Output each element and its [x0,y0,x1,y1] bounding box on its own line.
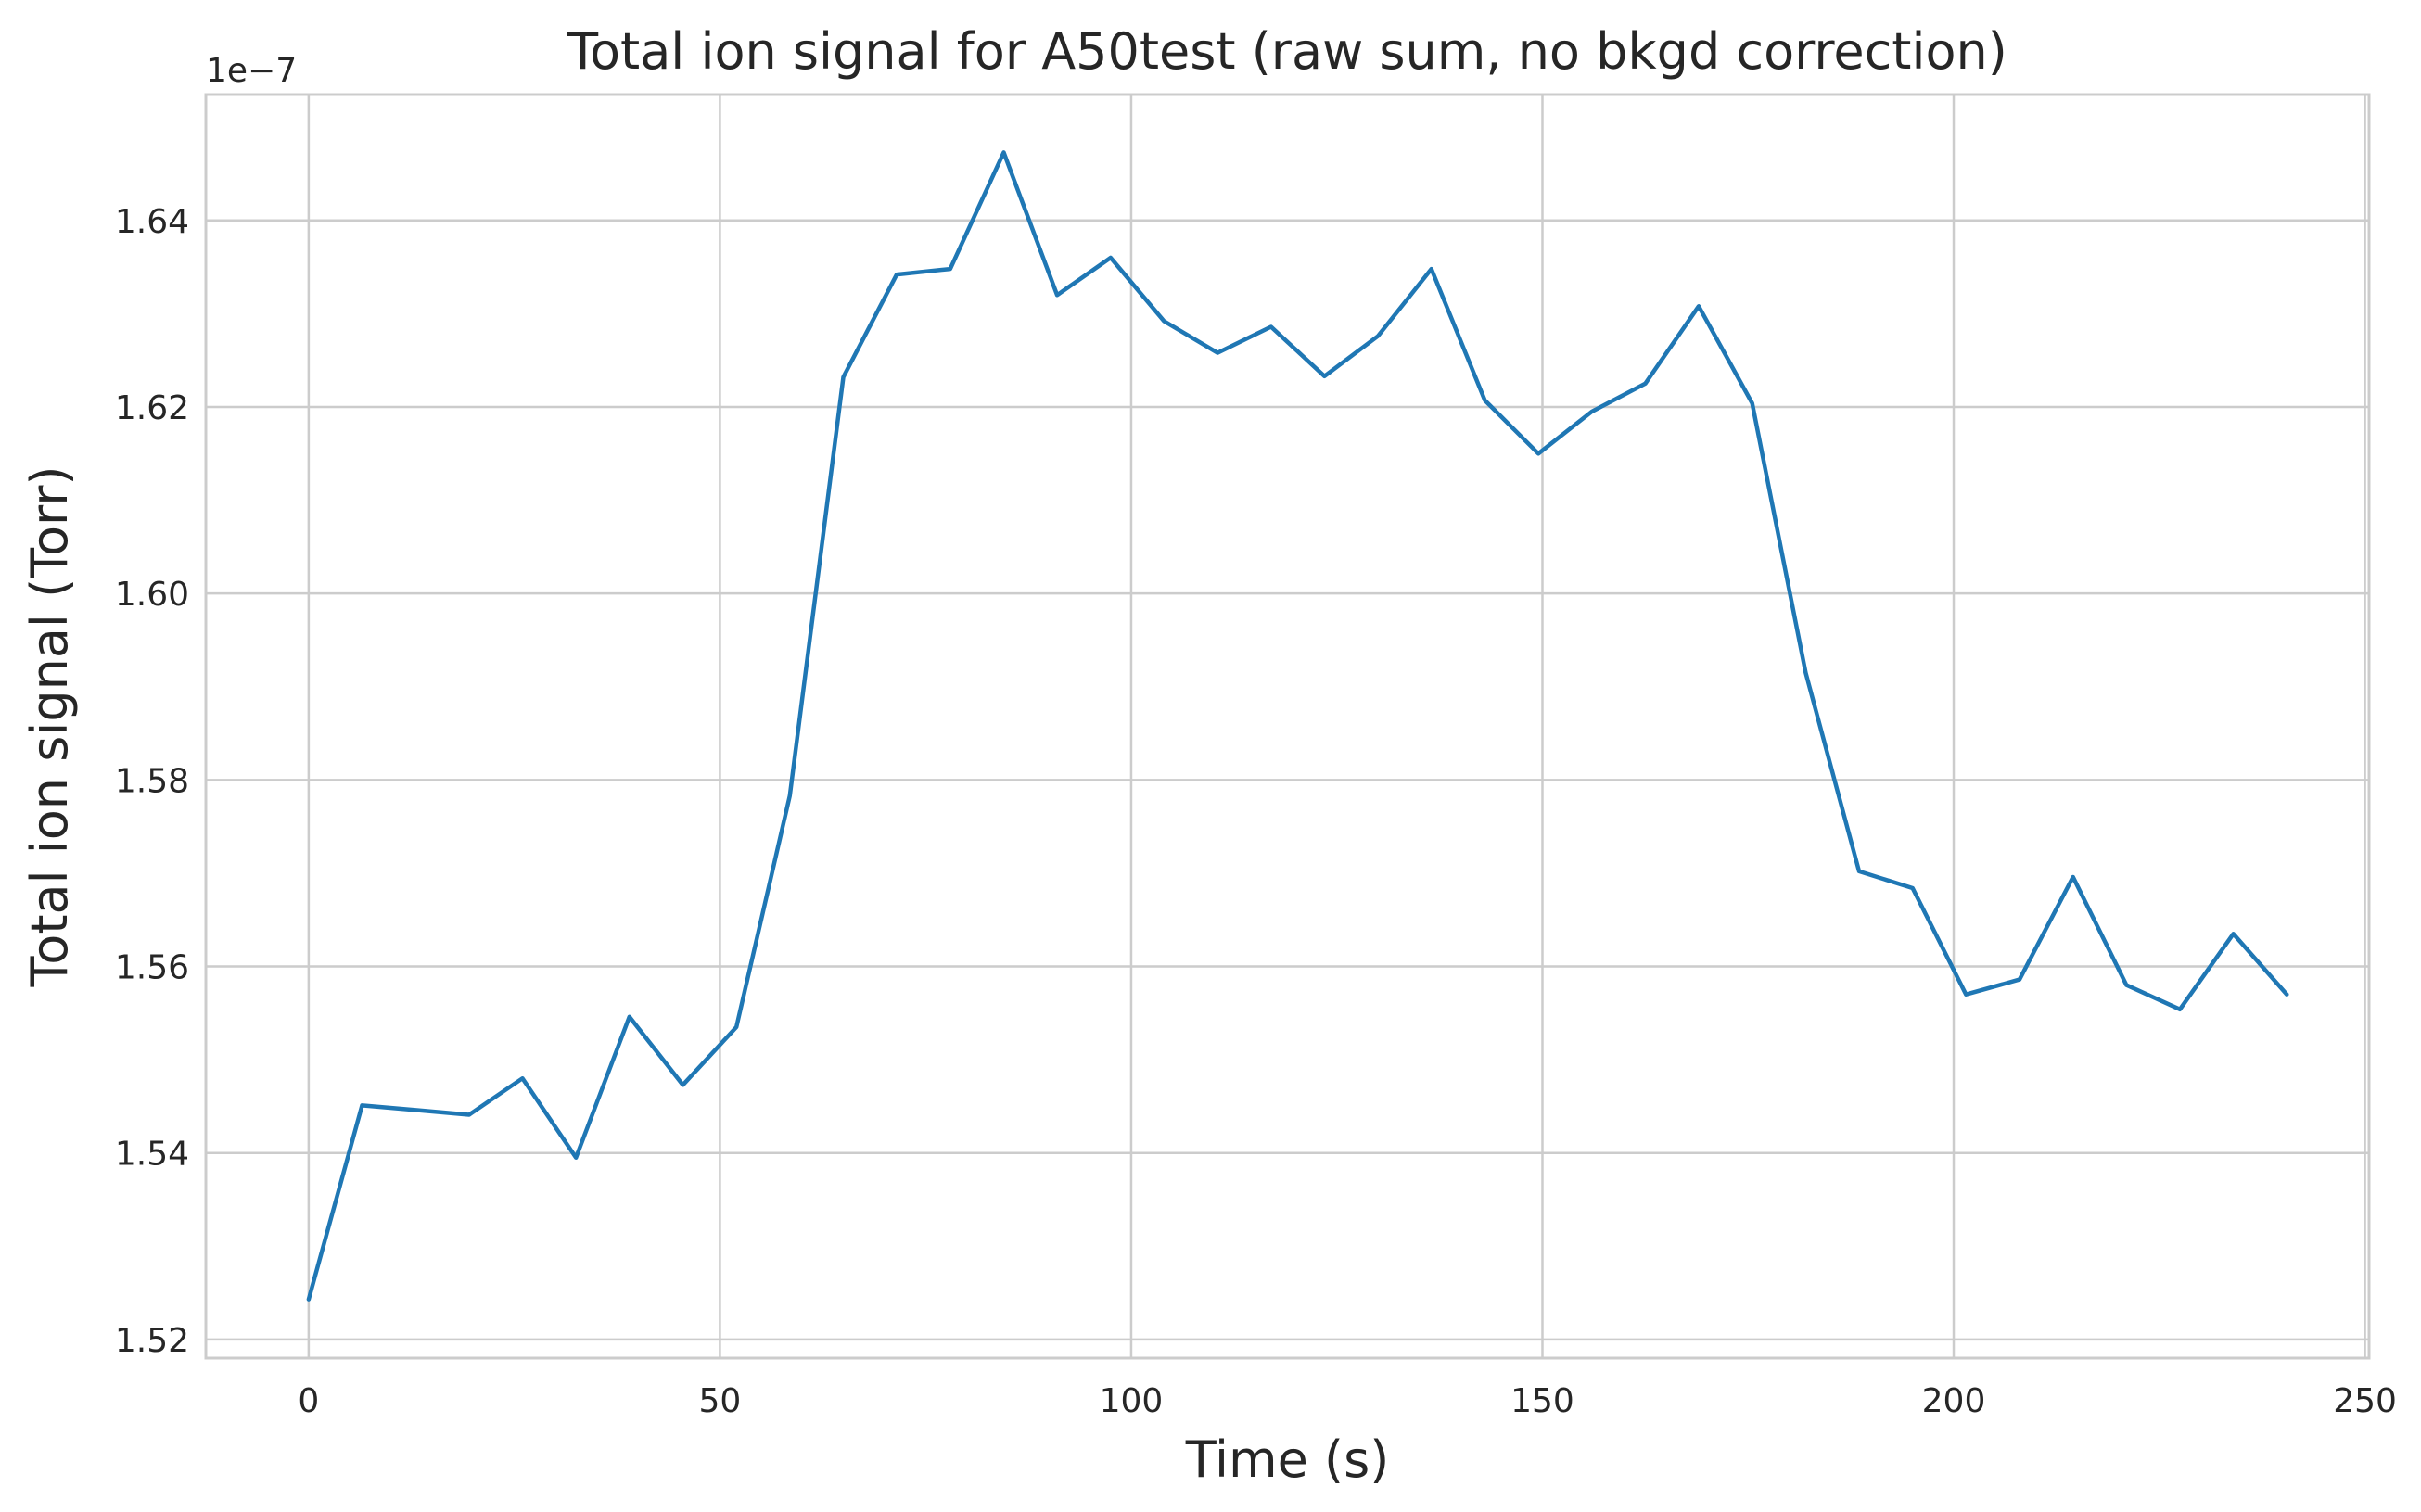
y-axis-offset-label: 1e−7 [206,52,297,90]
x-tick-label: 0 [298,1382,319,1420]
plot-area-frame [204,93,2371,1360]
x-axis-ticks: 0 50 100 150 200 250 [298,1382,2396,1420]
y-tick-label: 1.60 [115,576,189,614]
y-tick-label: 1.58 [115,762,189,800]
series-line [306,150,2289,1302]
chart-title: Total ion signal for A50test (raw sum, n… [567,22,2007,81]
x-tick-label: 150 [1510,1382,1574,1420]
grid [206,95,2369,1358]
y-tick-label: 1.64 [115,203,189,241]
y-axis-title: Total ion signal (Torr) [20,465,79,987]
y-tick-label: 1.52 [115,1322,189,1360]
series-layer [306,150,2289,1302]
x-axis-title: Time (s) [1185,1430,1390,1489]
x-tick-label: 250 [2333,1382,2397,1420]
y-tick-label: 1.62 [115,389,189,427]
y-tick-label: 1.56 [115,949,189,987]
x-tick-label: 200 [1922,1382,1986,1420]
y-tick-label: 1.54 [115,1136,189,1174]
x-tick-label: 100 [1100,1382,1164,1420]
y-axis-ticks: 1.52 1.54 1.56 1.58 1.60 1.62 1.64 [115,203,189,1360]
x-tick-label: 50 [699,1382,742,1420]
